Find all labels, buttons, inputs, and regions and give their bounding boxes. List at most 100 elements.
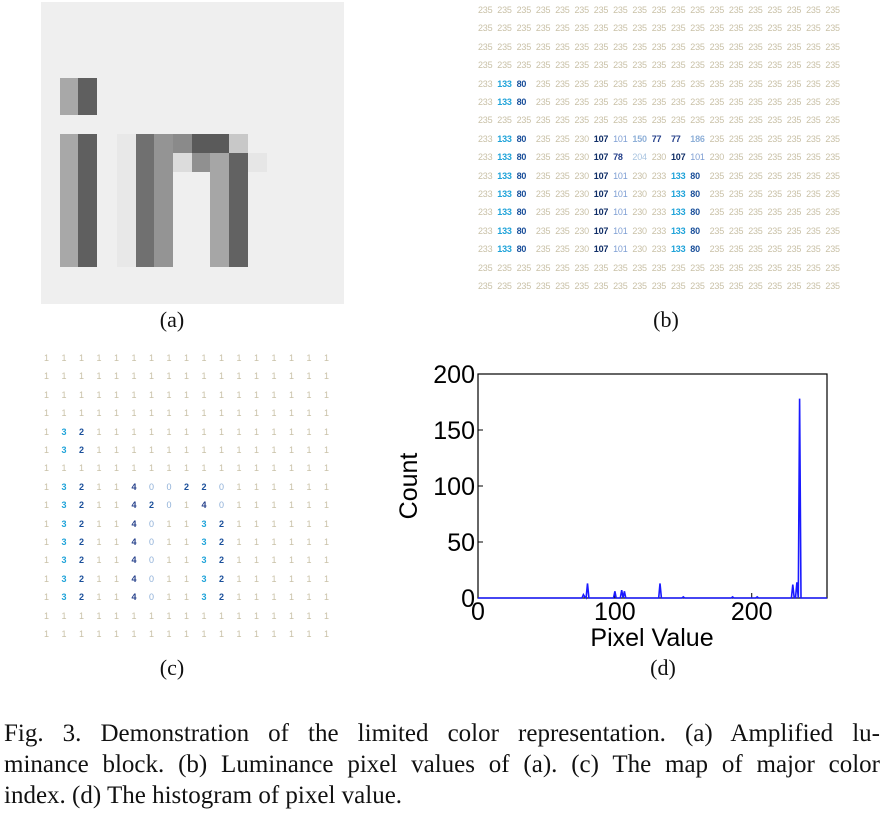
color-index-cell: 1 [201, 463, 207, 474]
color-index-cell: 1 [254, 408, 259, 419]
luminance-value-cell: 235 [555, 244, 570, 255]
luminance-value-cell: 133 [497, 207, 512, 218]
luminance-value-cell: 235 [786, 97, 802, 107]
luminance-value-cell: 235 [497, 60, 512, 71]
color-index-cell: 1 [96, 537, 102, 547]
luminance-value-cell: 235 [497, 23, 512, 34]
caption-line-1: Fig. 3. Demonstration of the limited col… [4, 720, 880, 747]
color-index-cell: 1 [96, 481, 102, 492]
luminance-value-cell: 235 [574, 97, 590, 107]
color-index-cell: 1 [114, 518, 119, 529]
color-index-cell: 1 [289, 555, 294, 566]
color-index-cell: 1 [44, 389, 49, 400]
luminance-value-cell: 235 [632, 97, 647, 107]
color-index-cell: 3 [61, 426, 67, 437]
color-index-cell: 1 [44, 500, 49, 511]
luminance-value-cell: 235 [574, 78, 590, 89]
color-index-cell: 1 [149, 445, 154, 455]
luminance-value-cell: 235 [516, 23, 532, 34]
luminance-value-cell: 235 [748, 115, 763, 126]
luminance-value-cell: 133 [671, 207, 686, 218]
luminance-value-cell: 235 [728, 5, 744, 15]
luminance-value-cell: 133 [497, 97, 512, 107]
color-index-cell: 1 [236, 426, 242, 437]
color-index-cell: 1 [184, 592, 189, 603]
figure-caption: Fig. 3. Demonstration of the limited col… [4, 718, 880, 811]
x-tick-label: 100 [594, 598, 636, 626]
luminance-value-cell: 235 [516, 60, 532, 71]
color-index-cell: 1 [184, 555, 189, 566]
y-tick-label: 0 [461, 585, 475, 613]
luminance-value-cell: 235 [690, 262, 705, 273]
luminance-value-cell: 101 [613, 225, 628, 236]
luminance-value-cell: 235 [786, 170, 802, 181]
color-index-cell: 1 [166, 389, 172, 400]
luminance-value-cell: 235 [555, 170, 570, 181]
luminance-value-cell: 230 [574, 244, 590, 255]
luminance-value-cell: 235 [825, 244, 840, 255]
color-index-cell: 0 [149, 537, 154, 547]
color-index-cell: 3 [61, 481, 67, 492]
luminance-value-cell: 133 [497, 133, 512, 144]
plot-frame [477, 373, 828, 599]
luminance-value-cell: 235 [825, 5, 840, 15]
luminance-value-cell: 230 [574, 170, 590, 181]
color-index-cell: 1 [254, 463, 259, 474]
luminance-value-cell: 235 [593, 78, 609, 89]
luminance-value-cell: 235 [825, 97, 840, 107]
color-index-cell: 1 [149, 408, 154, 419]
luminance-value-cell: 235 [632, 41, 647, 52]
luminance-value-cell: 235 [728, 23, 744, 34]
color-index-cell: 1 [254, 555, 259, 566]
luminance-value-cell: 233 [478, 78, 493, 89]
color-index-cell: 1 [236, 463, 242, 474]
color-index-cell: 3 [201, 555, 207, 566]
color-index-cell: 1 [96, 353, 102, 363]
color-index-cell: 1 [131, 445, 137, 455]
color-index-cell: 1 [306, 537, 312, 547]
luminance-value-cell: 235 [671, 281, 686, 291]
color-index-cell: 1 [149, 629, 154, 639]
color-index-cell: 1 [184, 353, 189, 363]
color-index-cell: 1 [324, 500, 329, 511]
luminance-value-cell: 133 [671, 244, 686, 255]
luminance-value-cell: 235 [555, 225, 570, 236]
color-index-cell: 2 [79, 445, 84, 455]
luminance-value-cell: 107 [593, 133, 609, 144]
luminance-value-cell: 235 [806, 281, 821, 291]
luminance-value-cell: 230 [574, 189, 590, 199]
luminance-value-cell: 230 [574, 225, 590, 236]
luminance-value-cell: 235 [690, 41, 705, 52]
luminance-value-cell: 233 [651, 189, 667, 199]
luminance-value-cell: 80 [516, 170, 527, 181]
letter-n-arch-1 [173, 134, 192, 153]
color-index-cell: 1 [254, 629, 259, 639]
luminance-value-cell: 235 [613, 60, 628, 71]
color-index-cell: 1 [131, 610, 137, 621]
luminance-value-cell: 235 [478, 115, 493, 126]
luminance-value-cell: 235 [748, 78, 763, 89]
color-index-map: 1 1 1 1 1 1 1 1 1 1 1 1 1 1 1 1 1 1 1 1 1 1 1 1 1 1 1 1 1 1 1 1 1 1 1 1 1 1 1 1… [44, 348, 344, 648]
luminance-value-cell: 235 [690, 78, 705, 89]
y-tick-label: 100 [433, 473, 475, 501]
color-index-cell: 1 [44, 353, 49, 363]
color-index-cell: 1 [114, 537, 119, 547]
luminance-value-cell: 235 [728, 133, 744, 144]
luminance-value-cell: 235 [671, 60, 686, 71]
luminance-value-cell: 235 [806, 133, 821, 144]
color-index-cell: 2 [219, 555, 224, 566]
luminance-value-cell: 235 [825, 262, 840, 273]
color-index-cell: 1 [44, 408, 49, 419]
letter-n-left-mid [154, 134, 173, 267]
luminance-value-cell: 235 [748, 97, 763, 107]
luminance-value-cell: 235 [806, 5, 821, 15]
luminance-value-cell: 235 [651, 115, 667, 126]
luminance-value-cell: 235 [671, 23, 686, 34]
luminance-value-cell: 107 [593, 225, 609, 236]
color-index-cell: 1 [166, 629, 172, 639]
color-index-cell: 2 [219, 518, 224, 529]
luminance-value-cell: 133 [497, 225, 512, 236]
luminance-value-cell: 233 [478, 244, 493, 255]
color-index-cell: 3 [61, 445, 67, 455]
color-index-cell: 3 [61, 537, 67, 547]
